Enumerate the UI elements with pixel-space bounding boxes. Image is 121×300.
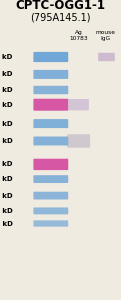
Text: 10 kD: 10 kD bbox=[0, 208, 13, 214]
FancyBboxPatch shape bbox=[33, 70, 68, 79]
FancyBboxPatch shape bbox=[33, 52, 68, 62]
Text: 37 kD: 37 kD bbox=[0, 138, 13, 144]
FancyBboxPatch shape bbox=[33, 86, 68, 94]
Text: Ag
10783: Ag 10783 bbox=[69, 30, 88, 41]
FancyBboxPatch shape bbox=[68, 99, 89, 110]
Text: 150 kD: 150 kD bbox=[0, 71, 13, 77]
Text: 250 kD: 250 kD bbox=[0, 54, 13, 60]
Text: 15 kD: 15 kD bbox=[0, 193, 13, 199]
Text: 100 kD: 100 kD bbox=[0, 87, 13, 93]
Text: mouse
IgG: mouse IgG bbox=[96, 30, 116, 41]
Text: 7 kD: 7 kD bbox=[0, 220, 13, 226]
Text: 25 kD: 25 kD bbox=[0, 161, 13, 167]
Text: 50 kD: 50 kD bbox=[0, 121, 13, 127]
Text: (795A145.1): (795A145.1) bbox=[30, 12, 91, 22]
FancyBboxPatch shape bbox=[33, 175, 68, 183]
FancyBboxPatch shape bbox=[33, 208, 68, 214]
FancyBboxPatch shape bbox=[67, 134, 90, 148]
FancyBboxPatch shape bbox=[33, 136, 68, 146]
FancyBboxPatch shape bbox=[33, 220, 68, 227]
FancyBboxPatch shape bbox=[33, 192, 68, 200]
Text: 20 kD: 20 kD bbox=[0, 176, 13, 182]
Text: 75 kD: 75 kD bbox=[0, 102, 13, 108]
Text: CPTC-OGG1-1: CPTC-OGG1-1 bbox=[15, 0, 106, 11]
FancyBboxPatch shape bbox=[33, 119, 68, 128]
FancyBboxPatch shape bbox=[33, 99, 68, 111]
FancyBboxPatch shape bbox=[33, 159, 68, 170]
FancyBboxPatch shape bbox=[98, 53, 115, 61]
